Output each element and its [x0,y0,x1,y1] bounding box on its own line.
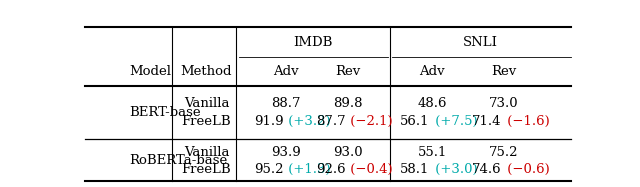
Text: 92.6: 92.6 [316,163,346,176]
Text: 91.9: 91.9 [253,115,284,128]
Text: 55.1: 55.1 [417,145,447,159]
Text: 56.1: 56.1 [400,115,429,128]
Text: Adv: Adv [419,65,445,78]
Text: 93.0: 93.0 [333,145,363,159]
Text: RoBERTa-base: RoBERTa-base [129,154,228,167]
Text: FreeLB: FreeLB [182,115,231,128]
Text: 89.8: 89.8 [333,96,363,110]
Text: Adv: Adv [273,65,299,78]
Text: 75.2: 75.2 [490,145,519,159]
Text: (−0.4): (−0.4) [346,163,393,176]
Text: SNLI: SNLI [463,36,498,49]
Text: 87.7: 87.7 [316,115,346,128]
Text: Vanilla: Vanilla [184,145,229,159]
Text: 95.2: 95.2 [254,163,284,176]
Text: Vanilla: Vanilla [184,96,229,110]
Text: Method: Method [180,65,232,78]
Text: 48.6: 48.6 [417,96,447,110]
Text: Model: Model [129,65,172,78]
Text: (+3.2): (+3.2) [284,115,331,128]
Text: 74.6: 74.6 [472,163,502,176]
Text: FreeLB: FreeLB [182,163,231,176]
Text: IMDB: IMDB [293,36,333,49]
Text: (−2.1): (−2.1) [346,115,393,128]
Text: 88.7: 88.7 [271,96,301,110]
Text: (+1.3): (+1.3) [284,163,331,176]
Text: 58.1: 58.1 [400,163,429,176]
Text: Rev: Rev [492,65,516,78]
Text: BERT-base: BERT-base [129,106,201,119]
Text: Rev: Rev [335,65,360,78]
Text: 93.9: 93.9 [271,145,301,159]
Text: (−0.6): (−0.6) [502,163,549,176]
Text: (+3.0): (+3.0) [431,163,477,176]
Text: (+7.5): (+7.5) [431,115,477,128]
Text: 71.4: 71.4 [472,115,502,128]
Text: (−1.6): (−1.6) [502,115,549,128]
Text: 73.0: 73.0 [489,96,519,110]
